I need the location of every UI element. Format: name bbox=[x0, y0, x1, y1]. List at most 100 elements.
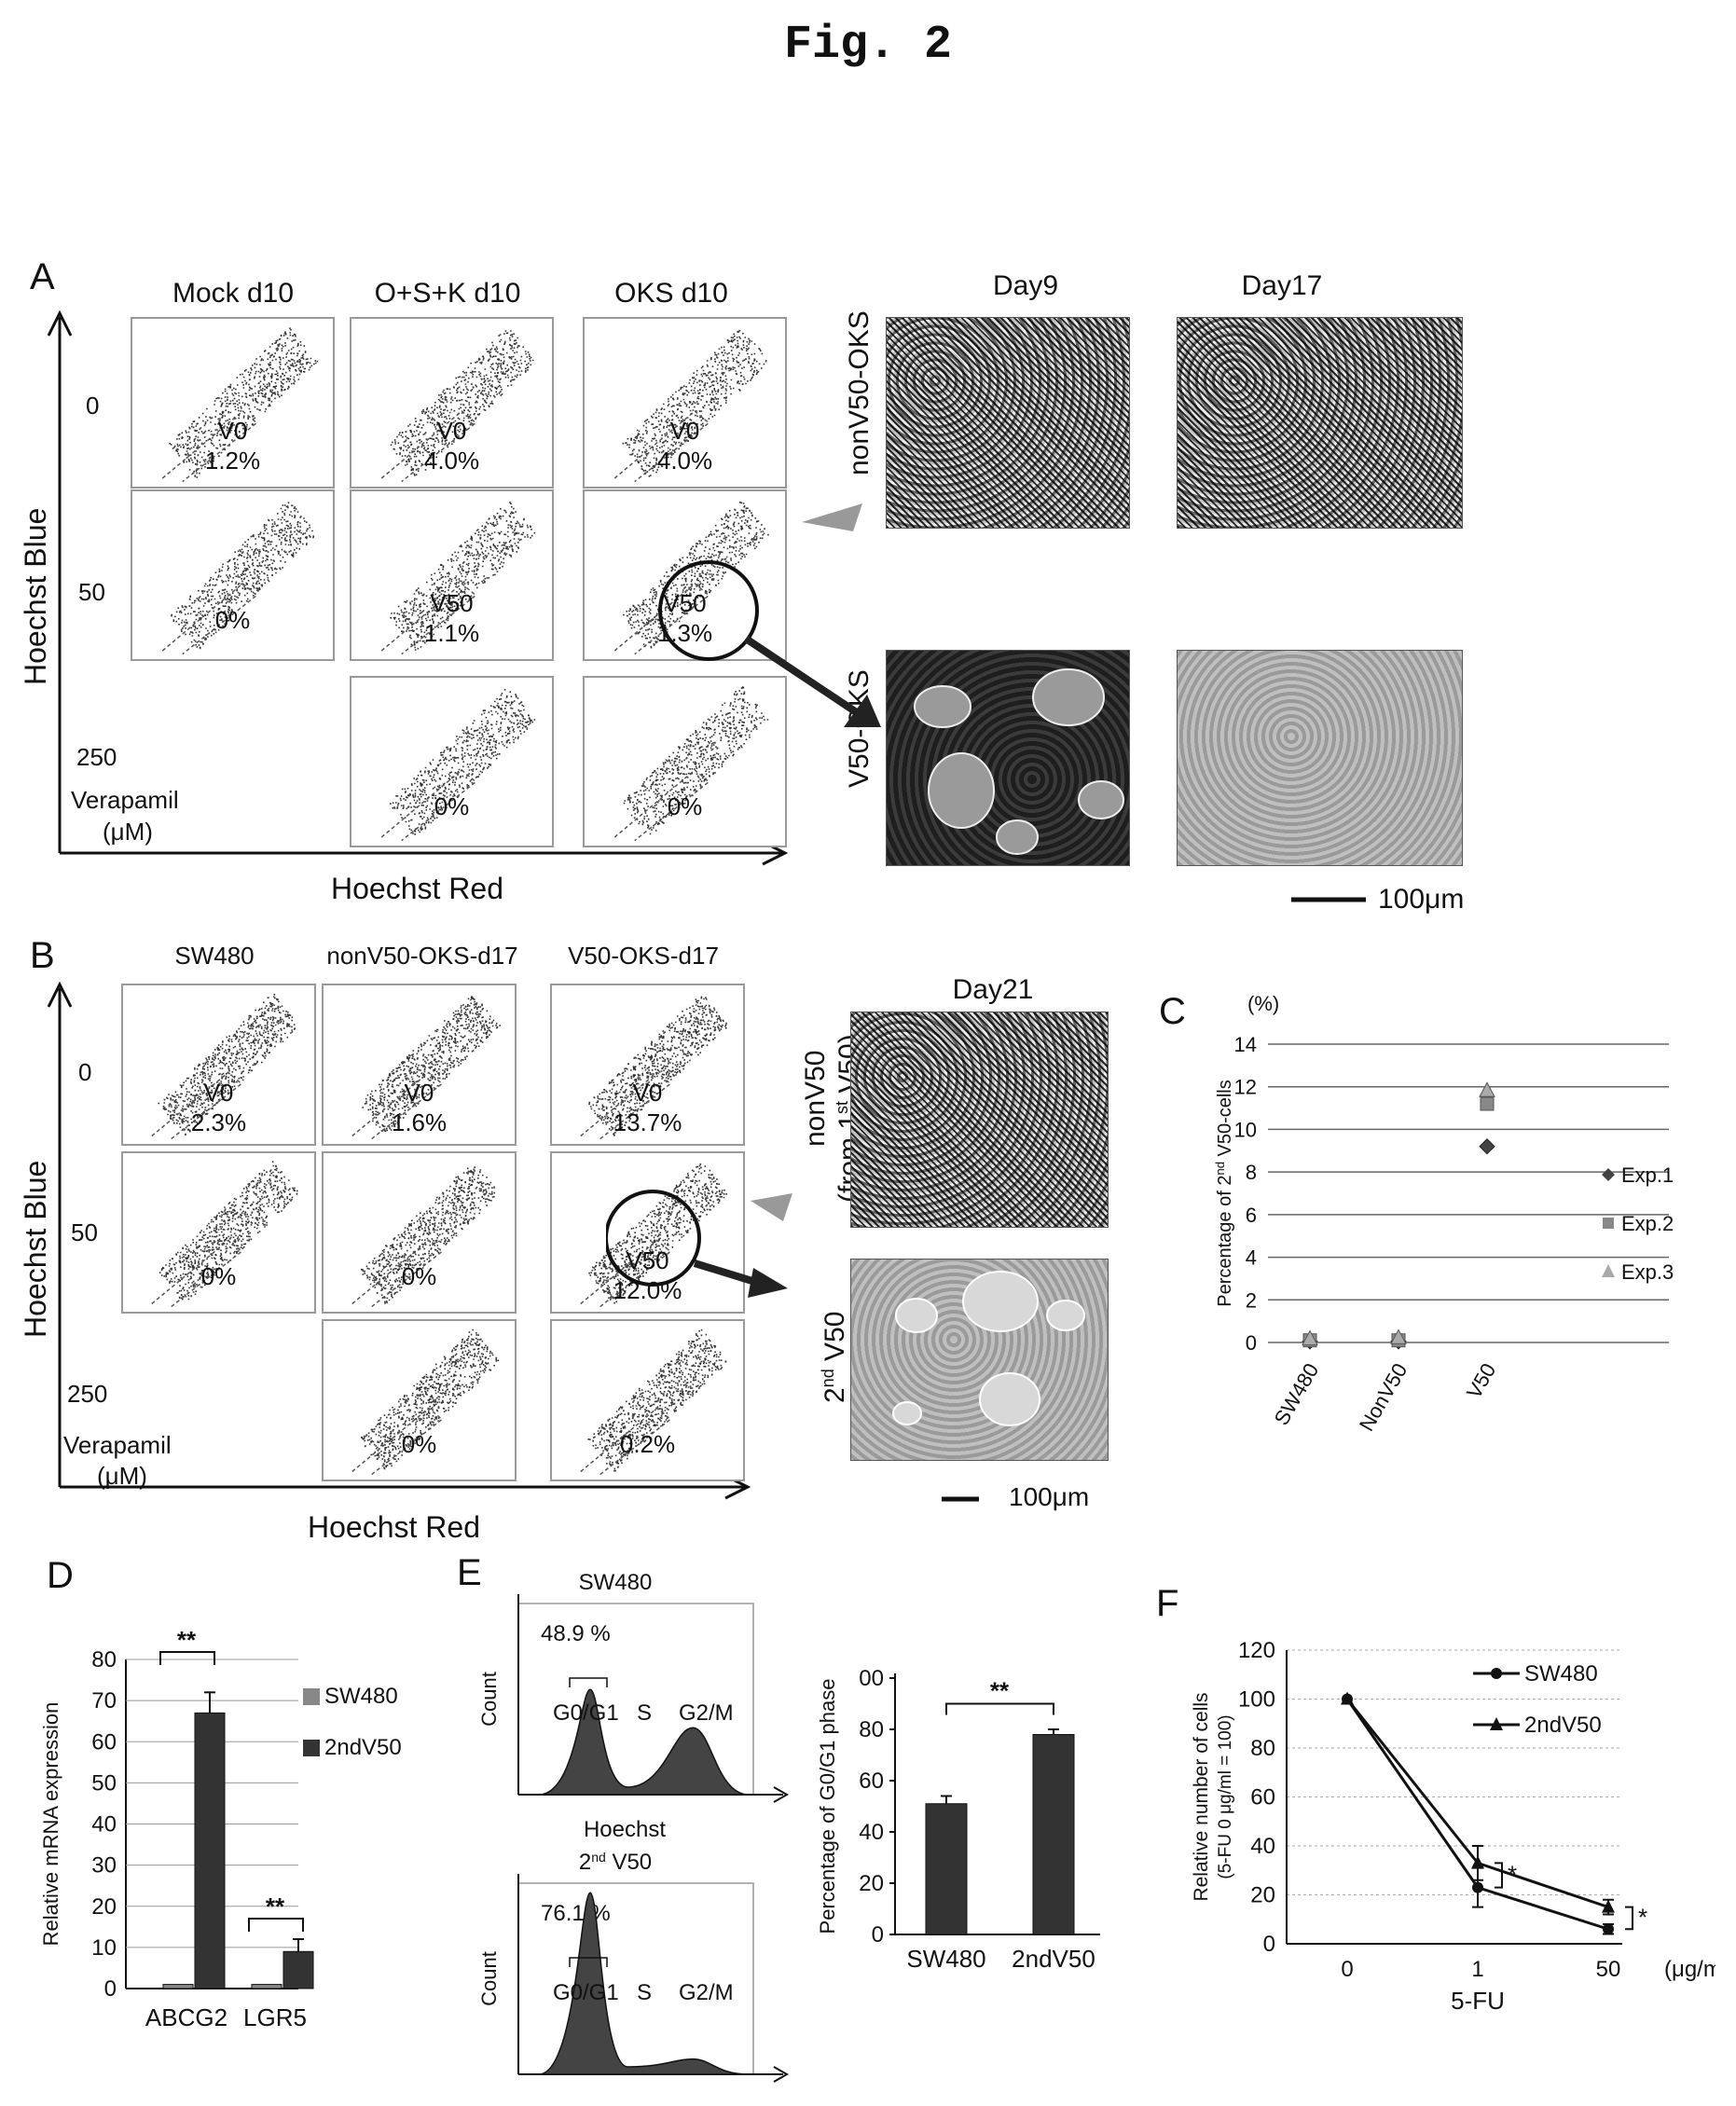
panel-a-photo-col-day17: Day17 bbox=[1241, 270, 1323, 301]
chart-d-bar bbox=[194, 1712, 226, 1989]
facs-gate bbox=[151, 1071, 243, 1140]
chart-d-legend-swatch bbox=[303, 1688, 320, 1705]
facs-events bbox=[587, 1328, 727, 1472]
chart-e-hist-ylabel: Count bbox=[477, 1951, 501, 2006]
chart-f-xlabel: 5-FU bbox=[1451, 1987, 1505, 2015]
gate-label: V0 4.0% bbox=[585, 416, 785, 475]
gate-label: V0 1.6% bbox=[324, 1078, 515, 1137]
gate-label: V0 2.3% bbox=[123, 1078, 314, 1137]
chart-f-xtick: 1 bbox=[1471, 1957, 1483, 1982]
chart-c-ylabel-sup: nd bbox=[1213, 1162, 1227, 1175]
chart-d-sig-label: ** bbox=[177, 1626, 197, 1654]
gate-name: V0 bbox=[217, 417, 248, 446]
facs-plot: V0 13.7% bbox=[550, 984, 745, 1146]
chart-f-sig-bracket bbox=[1495, 1862, 1503, 1889]
chart-c-ytick: 12 bbox=[1234, 1076, 1257, 1099]
chart-f-point bbox=[1602, 1899, 1615, 1913]
chart-e-hist-title-sup: nd bbox=[591, 1850, 606, 1865]
facs-plot: V0 2.3% bbox=[121, 984, 316, 1146]
gate-percent: 0.2% bbox=[619, 1429, 676, 1458]
panel-b-col-v50: V50-OKS-d17 bbox=[568, 942, 719, 970]
chart-d-legend-label: 2ndV50 bbox=[324, 1735, 402, 1760]
facs-gate bbox=[580, 1071, 672, 1140]
chart-f-ylabel-2: (5-FU 0 μg/ml = 100) bbox=[1216, 1714, 1235, 1879]
facs-events bbox=[158, 1161, 298, 1301]
panel-label-f: F bbox=[1156, 1583, 1179, 1624]
chart-d-sig-label: ** bbox=[266, 1893, 285, 1920]
facs-scatter bbox=[613, 329, 767, 483]
micrograph-2nd-v50-day21 bbox=[850, 1259, 1109, 1461]
chart-c-ylabel-post: V50-cells bbox=[1215, 1080, 1235, 1162]
panel-label-a: A bbox=[30, 256, 55, 297]
chart-f-xtick: 50 bbox=[1596, 1957, 1621, 1982]
facs-plot: 0.2% bbox=[550, 1319, 745, 1481]
chart-f-point bbox=[1471, 1855, 1484, 1869]
facs-scatter bbox=[380, 330, 534, 483]
chart-c-point bbox=[1479, 1138, 1495, 1155]
facs-gate bbox=[380, 410, 477, 483]
gate-percent: 2.3% bbox=[190, 1108, 247, 1136]
panel-a-row-0: 0 bbox=[86, 392, 100, 420]
chart-c-ytick: 4 bbox=[1246, 1246, 1257, 1270]
facs-plot: V0 4.0% bbox=[583, 317, 787, 489]
panel-a-x-axis-label: Hoechst Red bbox=[331, 872, 503, 905]
facs-scatter bbox=[580, 1328, 727, 1476]
facs-plot: 0% bbox=[583, 676, 787, 847]
panel-b-y-axis-label: Hoechst Blue bbox=[19, 1160, 52, 1338]
gate-percent: 0% bbox=[401, 1261, 437, 1290]
chart-d-sig-bracket bbox=[248, 1918, 304, 1933]
panel-b-row-0: 0 bbox=[78, 1058, 92, 1086]
facs-plot: V50 12.0% bbox=[550, 1151, 745, 1314]
chart-d-bar bbox=[251, 1984, 282, 1989]
chart-e-bar-ytick: 60 bbox=[859, 1769, 884, 1794]
facs-gate bbox=[613, 410, 710, 483]
chart-f-ytick: 0 bbox=[1263, 1932, 1275, 1957]
gate-label: 0% bbox=[132, 605, 333, 635]
panel-a-col-oks: OKS d10 bbox=[614, 278, 728, 309]
micrograph-v50-day17 bbox=[1177, 650, 1463, 866]
facs-scatter bbox=[613, 502, 769, 655]
gate-name: V0 bbox=[436, 417, 467, 446]
chart-c-ylabel: Percentage of 2nd V50-cells bbox=[1213, 1080, 1236, 1307]
panel-a-scale-bar bbox=[1291, 897, 1366, 902]
panel-label-e: E bbox=[457, 1552, 482, 1593]
chart-c-legend-label: Exp.1 bbox=[1621, 1163, 1674, 1187]
chart-d-ytick: 30 bbox=[91, 1853, 117, 1879]
gate-name: V0 bbox=[203, 1078, 234, 1107]
facs-scatter bbox=[161, 502, 315, 655]
chart-e-hist-phase: S bbox=[637, 1980, 652, 2005]
facs-gate bbox=[580, 1407, 672, 1476]
chart-e-hist-phase: G0/G1 bbox=[553, 1980, 619, 2005]
chart-e-bar: 0 20 40 60 80 00 Percentage of G0/G1 phase SW48… bbox=[816, 1666, 1100, 1973]
facs-events bbox=[158, 994, 296, 1136]
facs-events bbox=[361, 1328, 500, 1470]
chart-c-point bbox=[1302, 1329, 1318, 1346]
gate-label: V0 13.7% bbox=[552, 1078, 743, 1137]
facs-events bbox=[171, 502, 315, 650]
gate-label: 0% bbox=[123, 1261, 314, 1291]
panel-b-scale-bar bbox=[942, 1496, 979, 1502]
chart-f-point bbox=[1341, 1691, 1354, 1705]
gate-name: V0 bbox=[404, 1078, 434, 1107]
facs-gate bbox=[351, 1239, 444, 1308]
panel-b-scale-label: 100μm bbox=[1009, 1482, 1090, 1511]
chart-c-ytick: 14 bbox=[1234, 1033, 1257, 1056]
chart-d-ylabel: Relative mRNA expression bbox=[39, 1702, 62, 1947]
facs-gate bbox=[613, 769, 710, 842]
panel-a-photo-col-day9: Day9 bbox=[992, 270, 1059, 301]
chart-c-point bbox=[1390, 1328, 1407, 1344]
facs-events bbox=[588, 996, 727, 1136]
facs-events bbox=[390, 689, 536, 835]
facs-scatter bbox=[161, 327, 319, 483]
chart-d-ytick: 20 bbox=[91, 1894, 117, 1920]
panel-a-verapamil-label: Verapamil bbox=[71, 786, 179, 814]
chart-e-hist-gate bbox=[569, 1957, 608, 1967]
panel-a-photo-row-nonv50: nonV50-OKS bbox=[844, 310, 875, 475]
panel-b-photo-row2: 2nd V50 bbox=[819, 1311, 850, 1403]
panel-b-col-sw480: SW480 bbox=[174, 942, 255, 970]
chart-d-ytick: 80 bbox=[91, 1647, 117, 1672]
chart-c-xtick: SW480 bbox=[1270, 1359, 1324, 1429]
facs-scatter bbox=[351, 1166, 495, 1308]
chart-c-legend-marker bbox=[1602, 1264, 1615, 1277]
gate-name: V0 bbox=[669, 417, 700, 446]
